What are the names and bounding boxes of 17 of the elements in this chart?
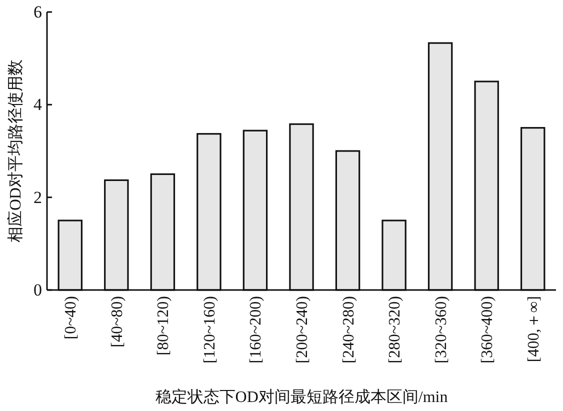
x-tick-label: [0~40)	[62, 296, 80, 340]
x-axis-title: 稳定状态下OD对间最短路径成本区间/min	[155, 388, 448, 406]
y-tick-label: 2	[34, 188, 42, 207]
x-tick-label: [200~240)	[294, 296, 311, 364]
x-tick-label: [240~280)	[340, 296, 358, 364]
x-tick-label: [80~120)	[155, 296, 172, 356]
y-tick-label: 4	[34, 95, 42, 114]
x-tick-label: [360~400)	[479, 296, 496, 364]
y-axis-title: 相应OD对平均路径使用数	[6, 59, 24, 243]
y-tick-label: 6	[34, 2, 42, 22]
x-tick-label: [280~320)	[386, 296, 404, 364]
x-tick-label: [40~80)	[108, 296, 126, 348]
x-tick-label: [120~160)	[201, 296, 218, 364]
x-tick-label: [400,＋∞]	[525, 296, 542, 362]
x-tick-label: [320~360)	[432, 296, 450, 364]
x-tick-label: [160~200)	[248, 296, 265, 364]
y-tick-label: 0	[34, 280, 42, 300]
